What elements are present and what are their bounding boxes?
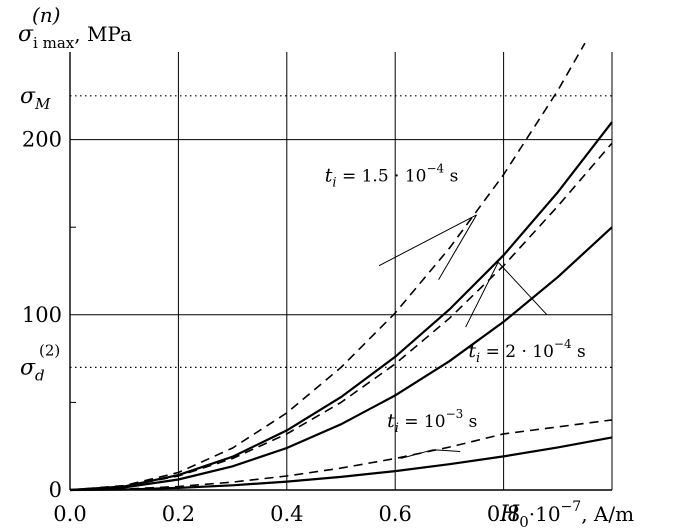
- series-line: [69, 42, 586, 491]
- axes: 0 100 200 0.0 0.2 0.4 0.6 0.8: [22, 52, 612, 526]
- x-title-exp: −7: [561, 499, 582, 515]
- series-line: [69, 436, 613, 492]
- annotation-pointer: [465, 262, 499, 328]
- x-tick-label: 0.4: [270, 502, 303, 526]
- annotations: ti = 1.5 · 10−4 s ti = 2 · 10−4 s ti = 10−…: [325, 162, 586, 459]
- annotation-pointer: [497, 261, 548, 316]
- x-tick-label: 0.0: [53, 502, 86, 526]
- reference-label: σM: [20, 84, 51, 113]
- x-tick-label: 0.8: [487, 502, 520, 526]
- annotation-pointer: [378, 214, 477, 267]
- x-title-factor: ·10: [529, 502, 561, 526]
- y-title-sigma: σ: [18, 22, 34, 47]
- annotation-label: ti = 1.5 · 10−4 s: [325, 162, 459, 191]
- y-title-unit: , MPa: [74, 22, 132, 46]
- annotation-label: ti = 2 · 10−4 s: [468, 337, 585, 366]
- x-title-sub: 0: [519, 513, 529, 530]
- y-tick-label: 200: [22, 128, 62, 152]
- annotation-pointer: [433, 449, 461, 452]
- x-tick-label: 0.6: [378, 502, 411, 526]
- x-title-symbol: H: [499, 502, 520, 527]
- x-tick-label: 0.2: [162, 502, 195, 526]
- y-title-sub: i max: [33, 34, 75, 52]
- x-axis-title: H0·10−7, A/m: [499, 499, 634, 530]
- series-line: [69, 142, 613, 491]
- y-tick-label: 100: [22, 303, 62, 327]
- series-line: [69, 226, 613, 492]
- annotation-pointer: [438, 214, 477, 281]
- series-lines: [69, 42, 613, 492]
- grid: [70, 52, 613, 490]
- y-axis-title: σi max, MPa: [18, 22, 132, 52]
- annotation-label: ti = 10−3 s: [387, 407, 477, 436]
- x-title-unit: , A/m: [581, 502, 634, 526]
- y-title-sup: (n): [32, 3, 61, 27]
- annotation-pointer: [400, 449, 434, 459]
- reference-label: σd: [20, 355, 45, 384]
- y-tick-label: 0: [49, 478, 62, 502]
- reference-label-sup: (2): [39, 341, 60, 359]
